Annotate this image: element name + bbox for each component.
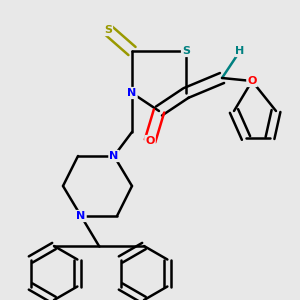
Text: N: N bbox=[76, 211, 85, 221]
Text: N: N bbox=[128, 88, 136, 98]
Text: H: H bbox=[236, 46, 244, 56]
Text: O: O bbox=[247, 76, 257, 86]
Text: S: S bbox=[104, 25, 112, 35]
Text: S: S bbox=[182, 46, 190, 56]
Text: O: O bbox=[145, 136, 155, 146]
Text: N: N bbox=[110, 151, 118, 161]
